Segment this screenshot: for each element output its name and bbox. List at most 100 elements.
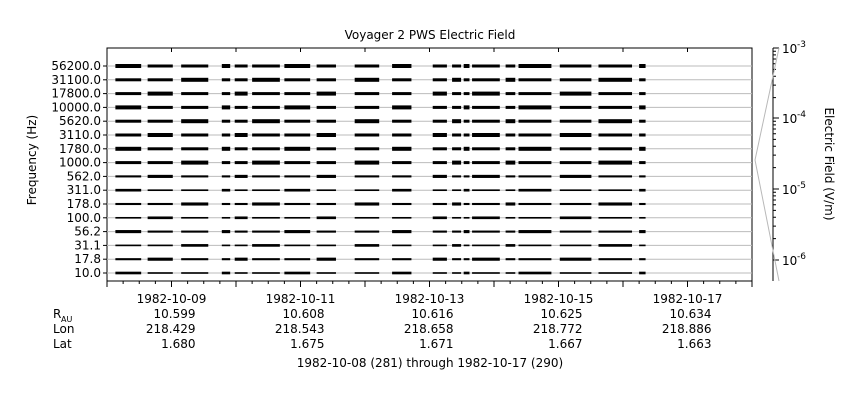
data-segment: [452, 147, 462, 151]
data-segment: [354, 92, 380, 96]
data-segment: [252, 160, 280, 165]
data-segment: [598, 105, 633, 109]
data-segment: [505, 175, 516, 178]
data-segment: [115, 188, 142, 192]
data-segment: [234, 272, 248, 274]
data-segment: [598, 160, 633, 165]
data-segment: [463, 175, 470, 178]
ephemeris-value: 218.543: [275, 322, 325, 336]
data-segment: [115, 161, 142, 165]
data-segment: [472, 202, 500, 206]
data-segment: [518, 175, 552, 178]
data-segment: [518, 119, 552, 123]
data-segment: [316, 91, 336, 96]
data-segment: [452, 92, 462, 96]
data-segment: [505, 147, 516, 151]
data-segment: [432, 272, 447, 274]
data-segment: [639, 216, 646, 219]
data-segment: [472, 161, 500, 165]
data-segment: [252, 272, 280, 274]
x-tick-label: 1982-10-15: [524, 292, 594, 306]
ephemeris-value: 10.599: [154, 307, 196, 321]
data-segment: [472, 257, 500, 261]
data-segment: [234, 189, 248, 192]
data-segment: [221, 64, 231, 68]
data-segment: [221, 271, 231, 275]
data-segment: [354, 133, 380, 137]
data-segment: [432, 91, 447, 96]
y-tick-label: 311.0: [67, 183, 101, 197]
data-segment: [505, 119, 516, 124]
data-segment: [354, 258, 380, 261]
data-segment: [452, 202, 462, 206]
data-segment: [432, 105, 447, 109]
y-tick-label: 31.1: [74, 238, 101, 252]
data-segment: [234, 257, 248, 261]
data-segment: [472, 78, 500, 82]
data-segment: [559, 202, 592, 206]
ephemeris-value: 10.634: [670, 307, 712, 321]
data-segment: [252, 175, 280, 178]
data-segment: [639, 119, 646, 123]
data-segment: [559, 161, 592, 165]
data-segment: [316, 257, 336, 261]
data-segment: [147, 189, 173, 192]
data-segment: [316, 105, 336, 109]
data-segment: [432, 119, 447, 123]
data-segment: [221, 92, 231, 96]
ephemeris-value: 10.608: [283, 307, 325, 321]
data-segment: [147, 161, 173, 165]
data-segment: [221, 230, 231, 234]
data-segment: [181, 244, 209, 247]
data-segment: [354, 77, 380, 82]
data-segment: [392, 230, 412, 234]
data-segment: [518, 78, 552, 82]
data-segment: [181, 175, 209, 178]
data-segment: [559, 133, 592, 137]
data-segment: [639, 258, 646, 261]
y-tick-label: 1780.0: [59, 142, 101, 156]
data-segment: [559, 216, 592, 220]
data-segment: [181, 64, 209, 68]
data-segment: [316, 202, 336, 206]
y-tick-label: 56200.0: [51, 59, 101, 73]
data-segment: [639, 105, 646, 110]
data-segment: [284, 161, 311, 165]
data-segment: [234, 216, 248, 220]
data-segment: [234, 133, 248, 137]
data-segment: [463, 78, 470, 82]
color-scale-tick-label: 10: [782, 42, 797, 56]
color-scale-tick-exponent: -4: [797, 110, 806, 120]
data-segment: [354, 175, 380, 178]
data-segment: [472, 119, 500, 123]
data-segment: [505, 160, 516, 165]
data-segment: [639, 202, 646, 206]
data-segment: [639, 230, 646, 234]
data-segment: [147, 174, 173, 178]
data-segment: [505, 216, 516, 219]
data-segment: [284, 78, 311, 82]
data-segment: [234, 105, 248, 109]
x-tick-label: 1982-10-09: [137, 292, 207, 306]
data-segment: [316, 133, 336, 137]
data-segment: [147, 119, 173, 123]
data-segment: [505, 92, 516, 96]
data-segment: [472, 230, 500, 233]
data-segment: [452, 230, 462, 233]
y-tick-label: 10000.0: [51, 100, 101, 114]
color-scale-tick-label: 10: [782, 183, 797, 197]
data-segment: [505, 133, 516, 137]
data-segment: [181, 77, 209, 82]
data-segment: [463, 161, 470, 165]
data-segment: [432, 133, 447, 137]
data-segment: [316, 174, 336, 178]
data-segment: [505, 64, 516, 68]
data-segment: [463, 146, 470, 151]
data-segment: [316, 119, 336, 123]
data-segment: [505, 272, 516, 274]
data-segment: [598, 189, 633, 192]
data-segment: [284, 92, 311, 96]
data-segment: [518, 216, 552, 219]
data-segment: [316, 161, 336, 165]
